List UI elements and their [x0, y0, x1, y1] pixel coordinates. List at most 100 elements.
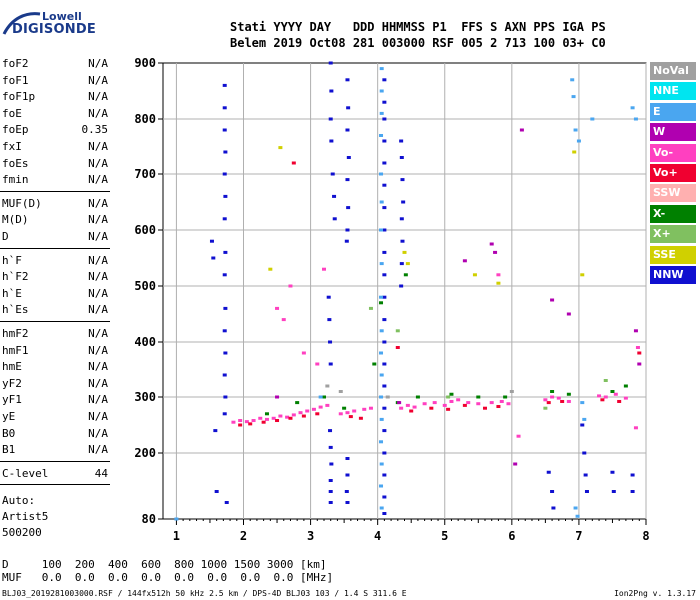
data-point [222, 172, 227, 176]
data-point [382, 228, 387, 232]
header-fields: Stati YYYY DAY DDD HHMMSS P1 FFS S AXN P… [230, 20, 606, 34]
param-row-hmf2: hmF2 N/A [2, 327, 108, 343]
data-point [379, 134, 384, 137]
param-value: N/A [88, 410, 108, 423]
data-point [379, 417, 384, 421]
data-point [633, 426, 638, 430]
logo-line1: Lowell [42, 10, 82, 23]
data-point [623, 396, 628, 400]
param-row-mufd: MUF(D) N/A [2, 197, 108, 213]
data-point [382, 406, 387, 410]
data-point [328, 429, 333, 433]
data-point [379, 329, 384, 333]
autoscaling-line2: Artist5 [2, 510, 49, 524]
data-point [630, 106, 635, 110]
data-point [466, 401, 471, 405]
data-point [405, 403, 410, 407]
data-point [442, 403, 447, 407]
data-point [345, 228, 350, 232]
data-point [379, 262, 384, 266]
data-point [543, 406, 548, 410]
x-tick-label: 8 [642, 529, 649, 543]
legend-item-w: W [650, 123, 696, 142]
data-point [509, 390, 514, 393]
data-point [318, 405, 323, 409]
data-point [637, 351, 642, 355]
param-name: MUF(D) [2, 196, 42, 210]
data-point [345, 78, 350, 82]
param-row-hmf1: hmF1 N/A [2, 344, 108, 360]
param-separator [0, 190, 110, 192]
data-point [222, 373, 227, 377]
data-point [401, 200, 406, 204]
data-point [573, 506, 578, 510]
x-tick-label: 1 [173, 529, 180, 543]
data-point [329, 462, 334, 466]
param-value: N/A [88, 360, 108, 374]
param-row-foe: foE N/A [2, 107, 108, 123]
param-row-he: h`E N/A [2, 287, 108, 303]
param-name: M(D) [2, 213, 29, 227]
param-value: N/A [88, 173, 108, 187]
data-point [543, 398, 548, 402]
data-point [209, 239, 214, 243]
data-point [572, 150, 577, 154]
data-point [338, 390, 343, 393]
param-row-fof1p: foF1p N/A [2, 90, 108, 106]
legend-item-xplus: X+ [650, 225, 696, 244]
data-point [462, 259, 467, 263]
data-point [382, 318, 387, 322]
data-point [489, 401, 494, 405]
param-row-fmin: fmin N/A [2, 173, 108, 189]
data-point [322, 267, 326, 271]
data-point [329, 139, 334, 143]
param-value: 0.35 [81, 123, 109, 137]
data-point [489, 242, 494, 246]
data-point [506, 402, 511, 406]
data-point [637, 362, 642, 366]
data-point [222, 128, 227, 132]
param-row-hf2: h`F2 N/A [2, 270, 108, 286]
data-point [358, 416, 363, 420]
data-point [379, 200, 384, 204]
data-point [223, 150, 228, 154]
data-point [449, 399, 454, 403]
data-point [603, 379, 608, 382]
data-point [315, 412, 320, 416]
param-row-foep: foEp 0.35 [2, 123, 108, 139]
data-point [623, 384, 628, 388]
data-point [224, 501, 229, 504]
data-point [328, 445, 333, 449]
data-point [301, 351, 306, 355]
param-name: C-level [2, 466, 49, 480]
data-point [328, 479, 333, 482]
data-point [211, 256, 216, 260]
data-point [344, 490, 349, 493]
data-point [399, 139, 404, 143]
param-value: N/A [88, 106, 108, 120]
data-point [278, 414, 283, 418]
data-point [291, 161, 296, 165]
data-point [422, 402, 427, 406]
param-value: N/A [88, 327, 108, 340]
param-name: yF1 [2, 393, 22, 407]
data-point [432, 401, 437, 405]
data-point [462, 403, 467, 407]
data-point [400, 178, 405, 182]
data-point [429, 406, 434, 410]
data-point [446, 395, 451, 399]
y-tick-label: 800 [134, 112, 156, 126]
data-point [483, 406, 487, 410]
param-name: foE [2, 106, 22, 120]
data-point [315, 362, 320, 366]
param-name: fxI [2, 140, 22, 153]
data-point [415, 395, 420, 399]
data-point [575, 514, 580, 518]
legend-item-xminus: X- [650, 204, 696, 223]
data-point [213, 429, 218, 433]
param-name: h`F [2, 253, 22, 267]
data-point [382, 117, 387, 121]
param-row-yf2: yF2 N/A [2, 377, 108, 393]
data-point [382, 206, 387, 210]
data-point [400, 239, 405, 243]
